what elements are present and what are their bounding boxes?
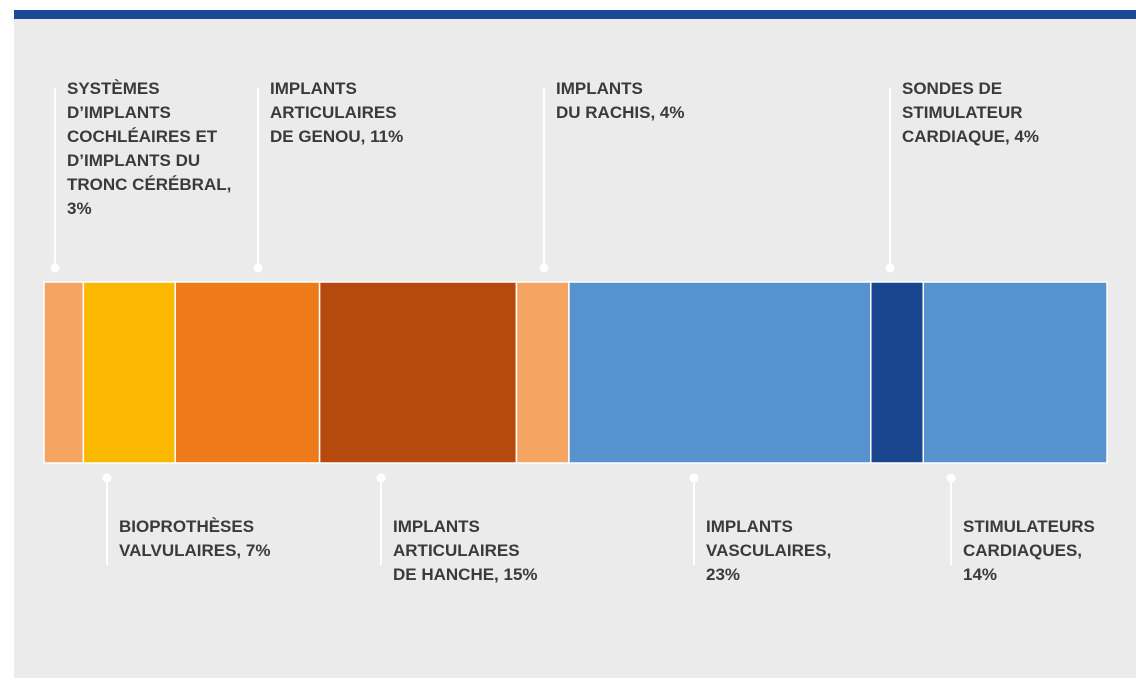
leader-dot [102,473,112,483]
segment-label: SONDES DE [902,79,1002,98]
segment-label: CARDIAQUES, [963,541,1082,560]
bar-segment [318,281,518,464]
leader-dot [50,263,60,273]
segment-label: TRONC CÉRÉBRAL, [67,175,231,194]
segment-label: COCHLÉAIRES ET [67,127,218,146]
leader-dot [946,473,956,483]
bar-segment [568,281,872,464]
segment-label: VASCULAIRES, [706,541,831,560]
leader-dot [689,473,699,483]
bar-segment [922,281,1108,464]
segment-label: IMPLANTS [270,79,357,98]
segment-label: 23% [706,565,740,584]
bar-segment [43,281,85,464]
segment-label: DU RACHIS, 4% [556,103,684,122]
top-rule [14,10,1136,19]
leader-dot [539,263,549,273]
segment-label: IMPLANTS [556,79,643,98]
leader-dot [253,263,263,273]
segment-label: SYSTÈMES [67,79,160,98]
bar-segment [515,281,570,464]
segment-label: STIMULATEUR [902,103,1023,122]
segment-label: D’IMPLANTS DU [67,151,200,170]
bar-segment [82,281,176,464]
segment-label: DE GENOU, 11% [270,127,403,146]
bar-segment [174,281,321,464]
segment-label: ARTICULAIRES [270,103,397,122]
segment-label: 14% [963,565,997,584]
bar-segment [870,281,925,464]
segment-label: D’IMPLANTS [67,103,171,122]
segment-label: STIMULATEURS [963,517,1095,536]
segment-label: BIOPROTHÈSES [119,517,254,536]
segment-label: VALVULAIRES, 7% [119,541,270,560]
segment-label: ARTICULAIRES [393,541,520,560]
segment-label: IMPLANTS [706,517,793,536]
segment-label: 3% [67,199,92,218]
leader-dot [885,263,895,273]
leader-dot [376,473,386,483]
segment-label: DE HANCHE, 15% [393,565,538,584]
segment-label: CARDIAQUE, 4% [902,127,1039,146]
segment-label: IMPLANTS [393,517,480,536]
